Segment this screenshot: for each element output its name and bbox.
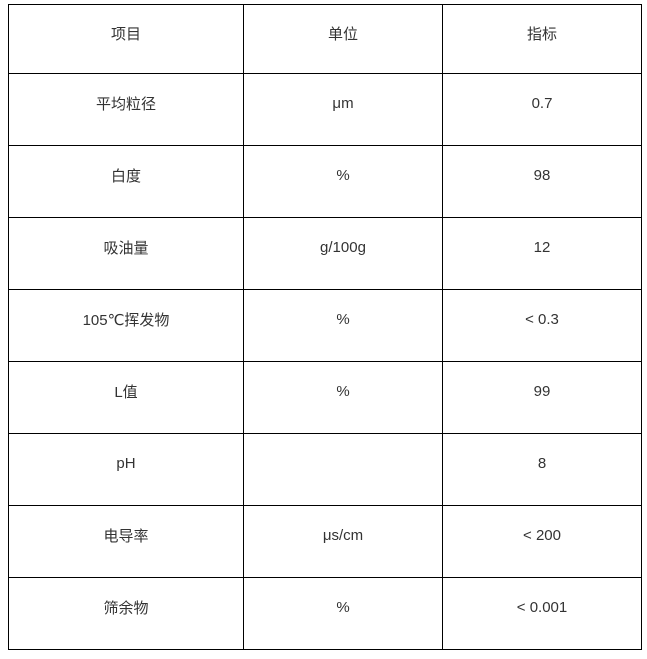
table-row: 平均粒径 μm 0.7 bbox=[8, 73, 642, 146]
table-cell: 8 bbox=[442, 433, 642, 506]
table-cell: 99 bbox=[442, 361, 642, 434]
table-cell: 98 bbox=[442, 145, 642, 218]
table-cell: < 0.3 bbox=[442, 289, 642, 362]
table-row: 筛余物% < 0.001 bbox=[8, 577, 642, 650]
table-cell: 12 bbox=[442, 217, 642, 290]
table-cell: < 200 bbox=[442, 505, 642, 578]
table-cell: % bbox=[243, 145, 443, 218]
header-cell-spec: 指标 bbox=[442, 4, 642, 74]
table-cell: μs/cm bbox=[243, 505, 443, 578]
table-row: 白度% 98 bbox=[8, 145, 642, 218]
table-cell: 白度 bbox=[8, 145, 244, 218]
table-row: 105℃挥发物% < 0.3 bbox=[8, 289, 642, 362]
table-cell: % bbox=[243, 577, 443, 650]
table-cell: pH bbox=[8, 433, 244, 506]
header-cell-item: 项目 bbox=[8, 4, 244, 74]
table-cell: < 0.001 bbox=[442, 577, 642, 650]
table-body: 平均粒径 μm 0.7 白度% 98 吸油量 g/100g 12 105℃挥发物% < 0.3 L值… bbox=[8, 73, 642, 650]
table-cell: 0.7 bbox=[442, 73, 642, 146]
table-cell: 平均粒径 bbox=[8, 73, 244, 146]
table-cell: L值 bbox=[8, 361, 244, 434]
table-cell: 筛余物 bbox=[8, 577, 244, 650]
table-cell: 105℃挥发物 bbox=[8, 289, 244, 362]
table-row: 吸油量 g/100g 12 bbox=[8, 217, 642, 290]
header-cell-unit: 单位 bbox=[243, 4, 443, 74]
header-row: 项目 单位 指标 bbox=[8, 4, 642, 74]
table-cell bbox=[243, 433, 443, 506]
table-row: pH 8 bbox=[8, 433, 642, 506]
table-cell: % bbox=[243, 361, 443, 434]
table-cell: μm bbox=[243, 73, 443, 146]
product-spec-table: 项目 单位 指标 平均粒径 μm 0.7 白度% 98 吸油量 g/100g 12 105℃挥发… bbox=[8, 4, 642, 650]
table-cell: 电导率 bbox=[8, 505, 244, 578]
table-row: 电导率 μs/cm < 200 bbox=[8, 505, 642, 578]
table-cell: g/100g bbox=[243, 217, 443, 290]
table-cell: % bbox=[243, 289, 443, 362]
table-row: L值% 99 bbox=[8, 361, 642, 434]
table-cell: 吸油量 bbox=[8, 217, 244, 290]
